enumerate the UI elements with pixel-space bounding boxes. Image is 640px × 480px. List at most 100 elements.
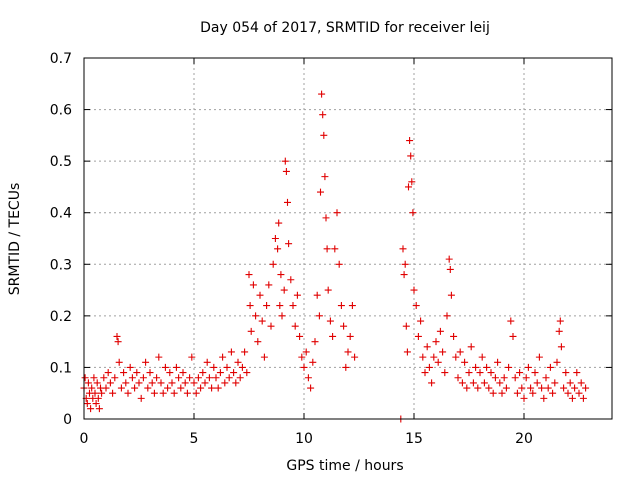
data-point [557, 343, 565, 351]
data-point [120, 369, 128, 377]
x-tick-label: 15 [405, 431, 423, 447]
data-point [476, 369, 484, 377]
data-point [329, 332, 337, 340]
data-point [179, 369, 187, 377]
x-tick-label: 5 [190, 431, 199, 447]
data-point [319, 111, 327, 119]
data-point [150, 389, 158, 397]
data-point [412, 302, 420, 310]
data-point [337, 302, 345, 310]
data-point [568, 394, 576, 402]
data-point [133, 369, 141, 377]
data-point [159, 389, 167, 397]
data-point [92, 400, 100, 408]
data-point [331, 245, 339, 253]
data-point [109, 389, 117, 397]
data-point [421, 369, 429, 377]
y-axis-label: SRMTID / TECUs [7, 183, 23, 296]
data-point [236, 374, 244, 382]
data-point [461, 358, 469, 366]
data-point [485, 384, 493, 392]
data-point [298, 353, 306, 361]
data-point [289, 302, 297, 310]
data-point [277, 271, 285, 279]
data-point [197, 384, 205, 392]
data-point [157, 379, 165, 387]
data-point [278, 312, 286, 320]
data-point [104, 369, 112, 377]
data-point [113, 332, 121, 340]
data-point [320, 131, 328, 139]
data-point [227, 348, 235, 356]
data-point [321, 173, 329, 181]
data-point [161, 363, 169, 371]
data-point [346, 332, 354, 340]
data-point [579, 394, 587, 402]
data-point [400, 271, 408, 279]
data-point [527, 384, 535, 392]
y-tick-label: 0.5 [50, 154, 72, 170]
data-point [139, 374, 147, 382]
data-point [199, 369, 207, 377]
data-point [560, 384, 568, 392]
data-point [401, 260, 409, 268]
data-point [456, 348, 464, 356]
x-tick-label: 10 [295, 431, 313, 447]
data-point [430, 353, 438, 361]
data-point [93, 379, 101, 387]
data-point [450, 332, 458, 340]
data-point [102, 384, 110, 392]
data-point [246, 302, 254, 310]
data-point [210, 363, 218, 371]
data-point [100, 374, 108, 382]
data-point [168, 379, 176, 387]
data-point [546, 363, 554, 371]
data-point [562, 369, 570, 377]
data-point [285, 240, 293, 248]
data-point [502, 384, 510, 392]
data-point [487, 369, 495, 377]
data-point [551, 379, 559, 387]
data-point [280, 286, 288, 294]
data-point [407, 152, 415, 160]
data-point [556, 317, 564, 325]
data-point [340, 322, 348, 330]
data-point [529, 389, 537, 397]
data-point [406, 137, 414, 145]
data-point [480, 379, 488, 387]
data-point [271, 235, 279, 242]
data-point [219, 353, 227, 361]
y-tick-label: 0.3 [50, 257, 72, 273]
data-point [409, 209, 417, 217]
data-point [520, 394, 528, 402]
data-point [144, 384, 152, 392]
data-point [322, 214, 330, 222]
data-point [302, 348, 310, 356]
data-point [518, 384, 526, 392]
plot-frame [83, 57, 613, 420]
data-point [95, 405, 103, 413]
data-point [496, 379, 504, 387]
data-point [344, 348, 352, 356]
data-point [164, 384, 172, 392]
data-point [245, 271, 253, 279]
data-point [443, 312, 451, 320]
data-point [318, 90, 326, 98]
data-point [317, 188, 324, 196]
data-point [115, 358, 123, 366]
axis-ticks: 0 0.1 0.2 0.3 0.4 0.5 0.6 0.7 0 5 10 15 20 [50, 51, 612, 447]
data-point [439, 348, 447, 356]
data-point [478, 353, 486, 361]
data-point [111, 374, 119, 382]
data-point [137, 394, 145, 402]
data-point [417, 317, 425, 325]
data-point [177, 384, 185, 392]
data-point [333, 209, 341, 217]
data-point [304, 374, 312, 382]
data-point [238, 363, 246, 371]
data-point [307, 384, 315, 392]
data-point [232, 379, 240, 387]
data-point [117, 384, 125, 392]
data-point [441, 369, 449, 377]
